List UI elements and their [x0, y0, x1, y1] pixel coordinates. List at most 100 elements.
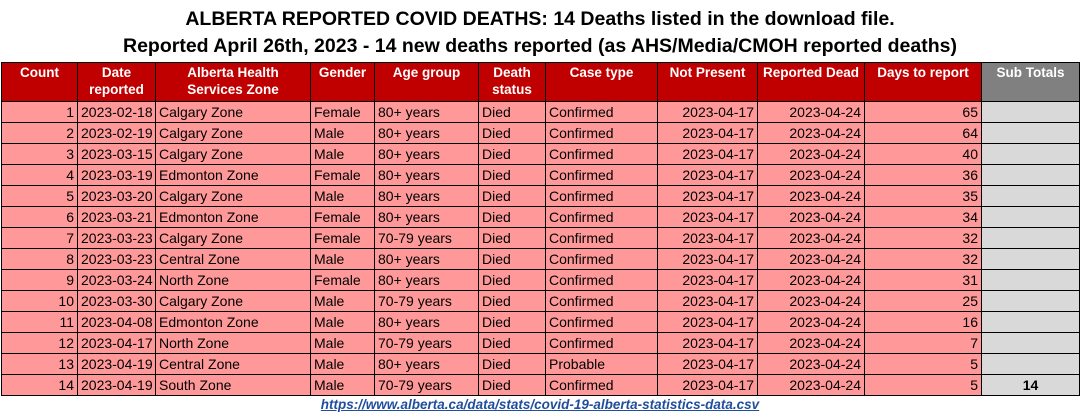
cell-gender: Female [310, 227, 375, 249]
cell-death-status: Died [478, 164, 546, 186]
cell-zone: North Zone [155, 269, 311, 291]
cell-case-type: Confirmed [545, 269, 658, 291]
cell-not-present: 2023-04-17 [657, 332, 758, 354]
cell-date-reported: 2023-04-19 [77, 353, 156, 375]
cell-case-type: Confirmed [545, 164, 658, 186]
cell-gender: Female [310, 206, 375, 228]
cell-not-present: 2023-04-17 [657, 311, 758, 333]
cell-death-status: Died [478, 290, 546, 312]
cell-reported-dead: 2023-04-24 [757, 269, 865, 291]
cell-sub-total [981, 122, 1080, 144]
table-row: 13 2023-04-19 Central Zone Male 80+ years Die… [1, 353, 1080, 375]
cell-zone: Central Zone [155, 248, 311, 270]
cell-reported-dead: 2023-04-24 [757, 143, 865, 165]
cell-reported-dead: 2023-04-24 [757, 311, 865, 333]
cell-reported-dead: 2023-04-24 [757, 101, 865, 123]
cell-not-present: 2023-04-17 [657, 143, 758, 165]
cell-zone: Calgary Zone [155, 185, 311, 207]
cell-age-group: 80+ years [374, 143, 479, 165]
cell-sub-total [981, 332, 1080, 354]
cell-date-reported: 2023-03-24 [77, 269, 156, 291]
cell-case-type: Confirmed [545, 206, 658, 228]
cell-zone: Edmonton Zone [155, 206, 311, 228]
cell-count: 4 [1, 164, 78, 186]
cell-case-type: Confirmed [545, 101, 658, 123]
cell-date-reported: 2023-02-19 [77, 122, 156, 144]
cell-count: 8 [1, 248, 78, 270]
cell-date-reported: 2023-03-23 [77, 227, 156, 249]
cell-age-group: 80+ years [374, 101, 479, 123]
cell-count: 10 [1, 290, 78, 312]
cell-sub-total [981, 185, 1080, 207]
cell-reported-dead: 2023-04-24 [757, 164, 865, 186]
cell-zone: Edmonton Zone [155, 311, 311, 333]
cell-sub-total [981, 143, 1080, 165]
cell-not-present: 2023-04-17 [657, 227, 758, 249]
cell-death-status: Died [478, 143, 546, 165]
cell-gender: Male [310, 248, 375, 270]
cell-age-group: 80+ years [374, 353, 479, 375]
table-row: 4 2023-03-19 Edmonton Zone Female 80+ years D… [1, 164, 1080, 186]
cell-days-to-report: 64 [864, 122, 982, 144]
cell-not-present: 2023-04-17 [657, 206, 758, 228]
cell-count: 13 [1, 353, 78, 375]
cell-gender: Male [310, 353, 375, 375]
cell-age-group: 80+ years [374, 206, 479, 228]
header-case-type: Case type [545, 62, 658, 102]
cell-days-to-report: 40 [864, 143, 982, 165]
header-zone: Alberta Health Services Zone [155, 62, 311, 102]
header-death-status: Death status [478, 62, 546, 102]
cell-count: 3 [1, 143, 78, 165]
cell-count: 9 [1, 269, 78, 291]
table-row: 8 2023-03-23 Central Zone Male 80+ years Died… [1, 248, 1080, 270]
cell-sub-total [981, 101, 1080, 123]
cell-date-reported: 2023-04-17 [77, 332, 156, 354]
cell-days-to-report: 32 [864, 227, 982, 249]
cell-case-type: Confirmed [545, 311, 658, 333]
header-count: Count [1, 62, 78, 102]
cell-count: 11 [1, 311, 78, 333]
cell-reported-dead: 2023-04-24 [757, 332, 865, 354]
cell-zone: Calgary Zone [155, 227, 311, 249]
cell-gender: Male [310, 122, 375, 144]
cell-age-group: 70-79 years [374, 227, 479, 249]
cell-age-group: 70-79 years [374, 332, 479, 354]
cell-case-type: Confirmed [545, 290, 658, 312]
cell-days-to-report: 5 [864, 353, 982, 375]
cell-date-reported: 2023-04-08 [77, 311, 156, 333]
cell-days-to-report: 36 [864, 164, 982, 186]
table-row: 6 2023-03-21 Edmonton Zone Female 80+ years D… [1, 206, 1080, 228]
table-row: 10 2023-03-30 Calgary Zone Male 70-79 years D… [1, 290, 1080, 312]
cell-death-status: Died [478, 269, 546, 291]
cell-age-group: 80+ years [374, 122, 479, 144]
cell-age-group: 80+ years [374, 311, 479, 333]
report-title: ALBERTA REPORTED COVID DEATHS: 14 Deaths… [185, 8, 895, 30]
cell-death-status: Died [478, 248, 546, 270]
cell-death-status: Died [478, 374, 546, 396]
cell-gender: Male [310, 374, 375, 396]
cell-days-to-report: 25 [864, 290, 982, 312]
cell-gender: Female [310, 164, 375, 186]
cell-death-status: Died [478, 353, 546, 375]
cell-count: 14 [1, 374, 78, 396]
cell-days-to-report: 32 [864, 248, 982, 270]
table-row: 3 2023-03-15 Calgary Zone Male 80+ years Died… [1, 143, 1080, 165]
cell-zone: South Zone [155, 374, 311, 396]
source-link[interactable]: https://www.alberta.ca/data/stats/covid-… [320, 397, 760, 412]
cell-date-reported: 2023-03-20 [77, 185, 156, 207]
cell-reported-dead: 2023-04-24 [757, 290, 865, 312]
cell-death-status: Died [478, 101, 546, 123]
cell-days-to-report: 16 [864, 311, 982, 333]
cell-death-status: Died [478, 185, 546, 207]
cell-not-present: 2023-04-17 [657, 101, 758, 123]
cell-gender: Male [310, 311, 375, 333]
cell-date-reported: 2023-04-19 [77, 374, 156, 396]
cell-sub-total: 14 [981, 374, 1080, 396]
table-header-row: Count Date reported Alberta Health Servi… [1, 62, 1080, 102]
header-reported-dead: Reported Dead [757, 62, 865, 102]
cell-zone: Calgary Zone [155, 101, 311, 123]
cell-date-reported: 2023-03-19 [77, 164, 156, 186]
header-sub-totals: Sub Totals [981, 62, 1080, 102]
cell-death-status: Died [478, 311, 546, 333]
header-date-reported: Date reported [77, 62, 156, 102]
